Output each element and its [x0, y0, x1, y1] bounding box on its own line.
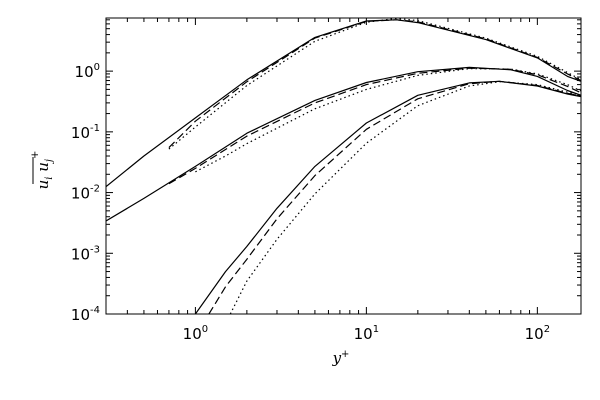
series-line-middle-dotted — [195, 68, 581, 173]
y-tick-exp: -4 — [90, 305, 100, 316]
y-tick-base: 10 — [71, 245, 90, 263]
x-tick-label: 100 — [183, 324, 208, 343]
series-layer — [106, 18, 581, 314]
y-tick-exp: -3 — [90, 244, 100, 255]
y-tick-label: 10-3 — [71, 244, 100, 263]
x-tick-exp: 1 — [373, 324, 379, 335]
x-axis-title-text: y+ — [332, 349, 350, 367]
y-tick-base: 10 — [75, 63, 94, 81]
y-tick-label: 100 — [75, 62, 100, 81]
plot-frame — [105, 17, 582, 315]
x-tick-base: 10 — [183, 325, 202, 343]
y-tick-base: 10 — [71, 306, 90, 324]
y-tick-base: 10 — [71, 185, 90, 203]
series-line-middle-dashed — [168, 67, 581, 185]
y-tick-exp: 0 — [94, 62, 100, 73]
x-tick-label: 101 — [354, 324, 379, 343]
x-tick-label: 102 — [525, 324, 550, 343]
series-line-upper-solid — [106, 19, 581, 188]
series-line-middle-solid — [106, 66, 581, 222]
y-axis-title: ui uj+ — [30, 151, 55, 190]
y-tick-exp: -2 — [90, 184, 100, 195]
y-tick-label: 10-1 — [71, 123, 100, 142]
y-tick-label: 10-4 — [71, 305, 100, 324]
x-tick-exp: 0 — [202, 324, 208, 335]
y-tick-exp: -1 — [90, 123, 100, 134]
y-axis-title-text: ui uj+ — [30, 151, 55, 190]
series-line-lower-dotted — [229, 81, 581, 314]
x-tick-exp: 2 — [544, 324, 550, 335]
y-tick-label: 10-2 — [71, 184, 100, 203]
plot-area — [105, 17, 582, 315]
x-tick-base: 10 — [354, 325, 373, 343]
series-line-upper-dashed — [168, 19, 581, 149]
y-tick-base: 10 — [71, 124, 90, 142]
x-axis-title: y+ — [332, 349, 350, 367]
x-tick-base: 10 — [525, 325, 544, 343]
series-line-lower-dashed — [208, 80, 581, 314]
series-line-lower-solid — [194, 80, 581, 314]
